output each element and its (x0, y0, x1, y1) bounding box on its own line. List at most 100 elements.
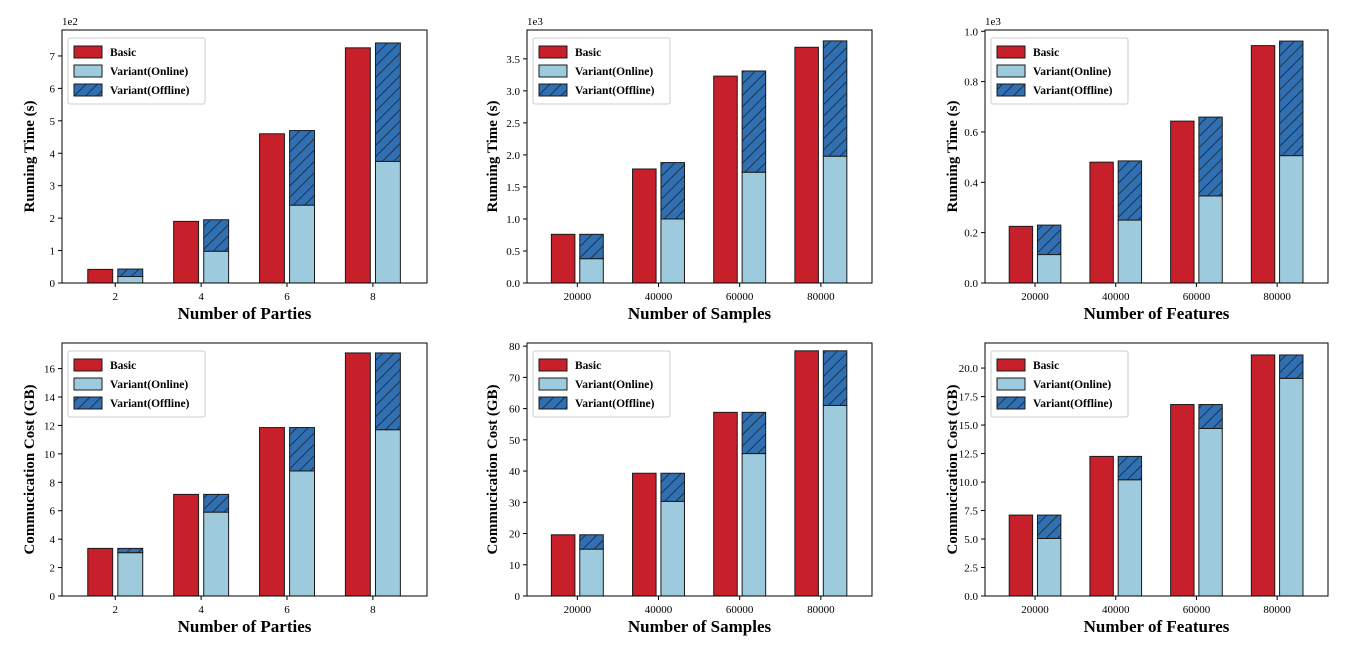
bar-offline-60000 (741, 411, 767, 455)
bar-online-4 (203, 250, 230, 284)
x-tick-label: 2 (112, 604, 118, 616)
y-tick-label: 0 (50, 591, 56, 603)
legend-label-offline: Variant(Offline) (1033, 85, 1113, 97)
y-tick-label: 0.0 (964, 591, 978, 603)
legend: Basic Variant(Online) Variant(Offline) (532, 350, 671, 418)
y-tick-label: 80 (509, 341, 521, 353)
x-tick-label: 20000 (564, 604, 592, 616)
legend-swatch-online (996, 64, 1026, 78)
y-tick-label: 14 (44, 392, 56, 404)
legend-label-basic: Basic (1033, 360, 1059, 372)
y-tick-label: 1.0 (506, 214, 520, 226)
legend-swatch-offline (996, 83, 1026, 97)
y-tick-label: 17.5 (959, 392, 979, 404)
legend-label-offline: Variant(Offline) (1033, 398, 1113, 410)
bar-offline-20000 (579, 233, 604, 260)
y-tick-label: 12 (44, 420, 55, 432)
bar-offline-6 (289, 427, 315, 472)
x-axis-title: Number of Parties (178, 304, 312, 323)
bar-basic-4 (173, 220, 200, 284)
chart-panel-rt-parties: 2 4 6 8 0 1 2 3 4 5 6 7 1e2 Number of Parties Running … (22, 16, 428, 323)
bar-offline-80000 (822, 40, 848, 157)
legend-label-basic: Basic (575, 47, 601, 59)
legend-label-online: Variant(Online) (110, 379, 188, 391)
axes-frame (984, 342, 1329, 597)
bar-online-4 (203, 511, 230, 597)
x-tick-label: 4 (198, 604, 204, 616)
y-tick-label: 30 (509, 497, 521, 509)
bar-online-40000 (1117, 479, 1143, 597)
legend-swatch-online (996, 377, 1026, 391)
y-tick-label: 10 (509, 560, 521, 572)
x-tick-label: 60000 (726, 604, 754, 616)
x-tick-label: 4 (198, 291, 204, 303)
legend-swatch-offline (538, 396, 568, 410)
x-axis-title: Number of Parties (178, 617, 312, 636)
x-tick-label: 6 (284, 291, 290, 303)
bar-online-20000 (579, 258, 604, 284)
bar-online-20000 (1036, 537, 1062, 597)
y-tick-label: 8 (50, 477, 56, 489)
legend: Basic Variant(Online) Variant(Offline) (990, 37, 1129, 105)
y-tick-label: 0.4 (964, 177, 978, 189)
bar-basic-60000 (713, 411, 738, 597)
y-tick-label: 20 (509, 529, 521, 541)
bar-offline-80000 (822, 350, 848, 406)
legend: Basic Variant(Online) Variant(Offline) (990, 350, 1129, 418)
legend-label-offline: Variant(Offline) (575, 398, 655, 410)
bar-basic-40000 (632, 472, 657, 597)
bar-basic-60000 (1170, 404, 1195, 597)
x-tick-label: 60000 (726, 291, 754, 303)
y-tick-label: 0 (515, 591, 521, 603)
y-tick-label: 60 (509, 404, 521, 416)
x-tick-label: 80000 (1263, 291, 1291, 303)
y-tick-label: 2 (50, 563, 56, 575)
bar-offline-60000 (1198, 116, 1223, 197)
y-axis-title: Commucication Cost (GB) (22, 385, 38, 555)
x-tick-label: 6 (284, 604, 290, 616)
y-tick-label: 3.0 (506, 86, 520, 98)
bar-basic-2 (87, 547, 114, 597)
y-axis-title: Commucication Cost (GB) (485, 385, 501, 555)
bar-basic-40000 (1089, 455, 1114, 597)
y-axis-title: Running Time (s) (945, 101, 961, 213)
legend-swatch-basic (73, 45, 103, 59)
y-tick-label: 7 (50, 51, 56, 63)
y-tick-label: 70 (509, 372, 521, 384)
bar-online-60000 (741, 453, 767, 597)
y-tick-label: 5 (50, 116, 56, 128)
y-tick-label: 4 (50, 148, 56, 160)
bar-offline-20000 (1036, 514, 1062, 539)
x-tick-label: 40000 (645, 604, 673, 616)
bar-online-80000 (1279, 155, 1304, 284)
chart-panel-rt-samples: 20000 40000 60000 80000 0.0 0.5 1.0 1.5 2.0 2.5 3.… (485, 16, 873, 323)
x-axis-title: Number of Samples (628, 617, 772, 636)
x-tick-label: 60000 (1183, 604, 1211, 616)
y-tick-label: 0.5 (506, 246, 520, 258)
legend-swatch-basic (996, 45, 1026, 59)
bar-online-8 (374, 429, 401, 597)
x-axis-title: Number of Features (1084, 304, 1230, 323)
y-axis-title: Running Time (s) (22, 101, 38, 213)
y-tick-label: 6 (50, 83, 56, 95)
bar-offline-8 (374, 352, 401, 431)
chart-panel-cc-features: 20000 40000 60000 80000 0.0 2.5 5.0 7.5 10.0 12.5… (945, 342, 1329, 636)
y-tick-label: 15.0 (959, 420, 979, 432)
y-tick-label: 12.5 (959, 449, 979, 461)
bar-offline-4 (203, 219, 230, 252)
bar-offline-8 (374, 42, 401, 162)
legend-swatch-online (73, 64, 103, 78)
y-tick-label: 1 (50, 246, 56, 258)
axes-frame (526, 29, 873, 284)
bar-basic-20000 (550, 534, 576, 597)
legend-swatch-basic (996, 358, 1026, 372)
x-tick-label: 40000 (1102, 291, 1130, 303)
bar-offline-60000 (1198, 404, 1223, 429)
bar-basic-8 (344, 352, 371, 597)
bar-basic-20000 (1008, 225, 1034, 284)
y-tick-label: 0.2 (964, 228, 978, 240)
bar-online-60000 (1198, 195, 1223, 284)
legend-swatch-offline (538, 83, 568, 97)
legend-label-online: Variant(Online) (110, 66, 188, 78)
x-tick-label: 80000 (807, 604, 835, 616)
